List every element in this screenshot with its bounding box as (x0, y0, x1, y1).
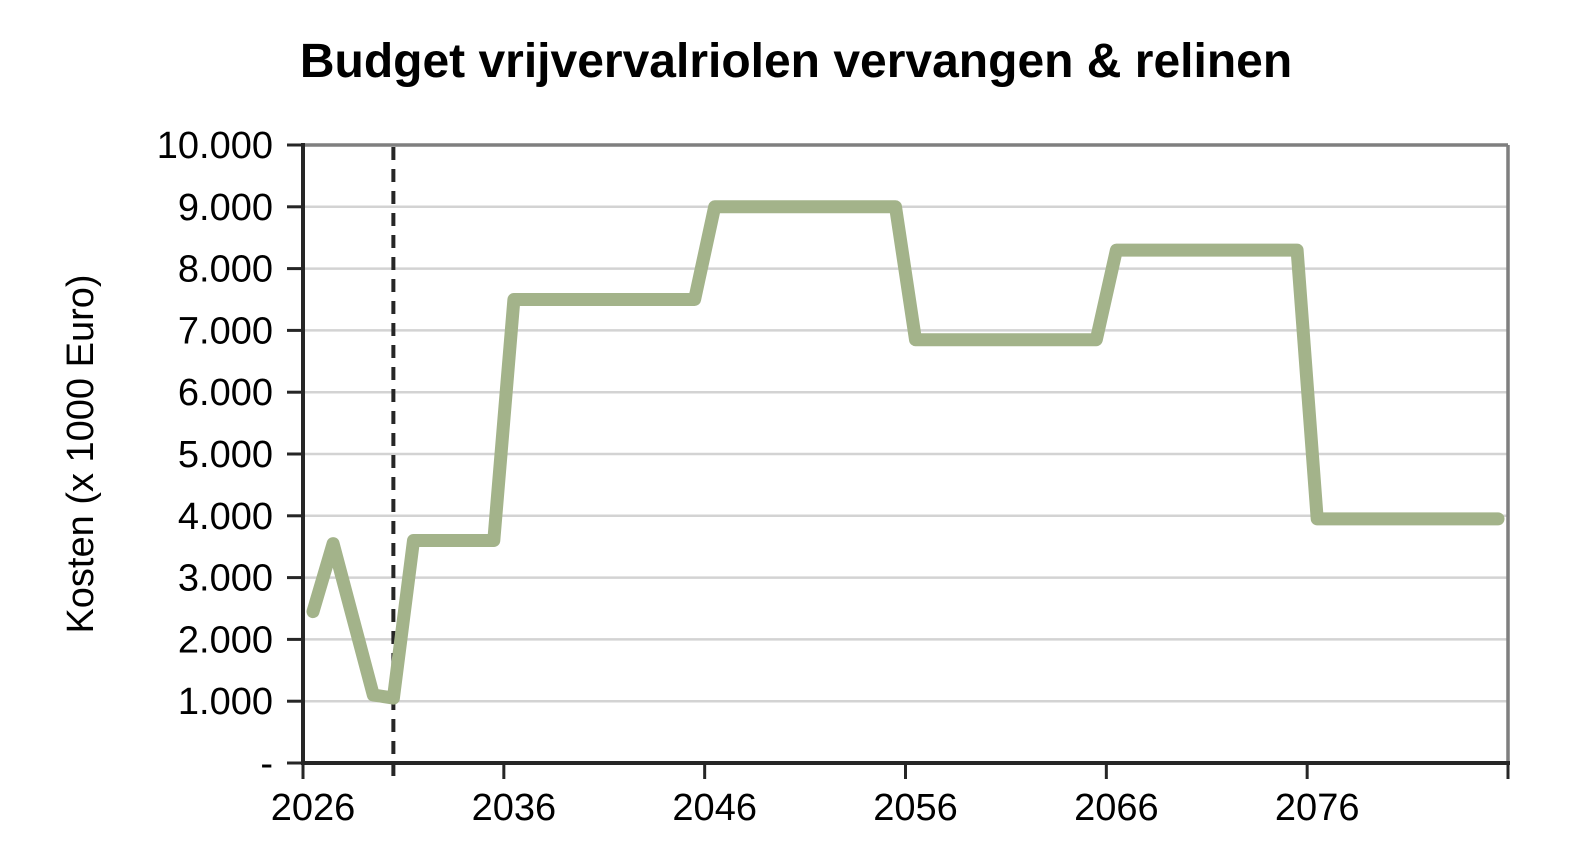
y-tick-label: 8.000 (178, 249, 273, 291)
y-axis-title: Kosten (x 1000 Euro) (60, 274, 102, 634)
y-tick-label: 4.000 (178, 496, 273, 538)
y-tick-label: 1.000 (178, 681, 273, 723)
y-tick-label: - (260, 743, 273, 785)
y-tick-label: 9.000 (178, 187, 273, 229)
y-tick-label: 2.000 (178, 619, 273, 661)
y-tick-label: 5.000 (178, 434, 273, 476)
x-tick-label: 2026 (271, 787, 356, 829)
x-tick-label: 2076 (1275, 787, 1360, 829)
x-tick-label: 2046 (672, 787, 757, 829)
x-tick-label: 2056 (873, 787, 958, 829)
x-tick-label: 2066 (1074, 787, 1159, 829)
x-tick-label: 2036 (472, 787, 557, 829)
chart-title: Budget vrijvervalriolen vervangen & reli… (299, 35, 1293, 88)
y-tick-label: 6.000 (178, 372, 273, 414)
y-tick-label: 10.000 (157, 125, 273, 167)
y-tick-label: 7.000 (178, 310, 273, 352)
budget-series-line (306, 200, 1505, 705)
y-tick-label: 3.000 (178, 558, 273, 600)
